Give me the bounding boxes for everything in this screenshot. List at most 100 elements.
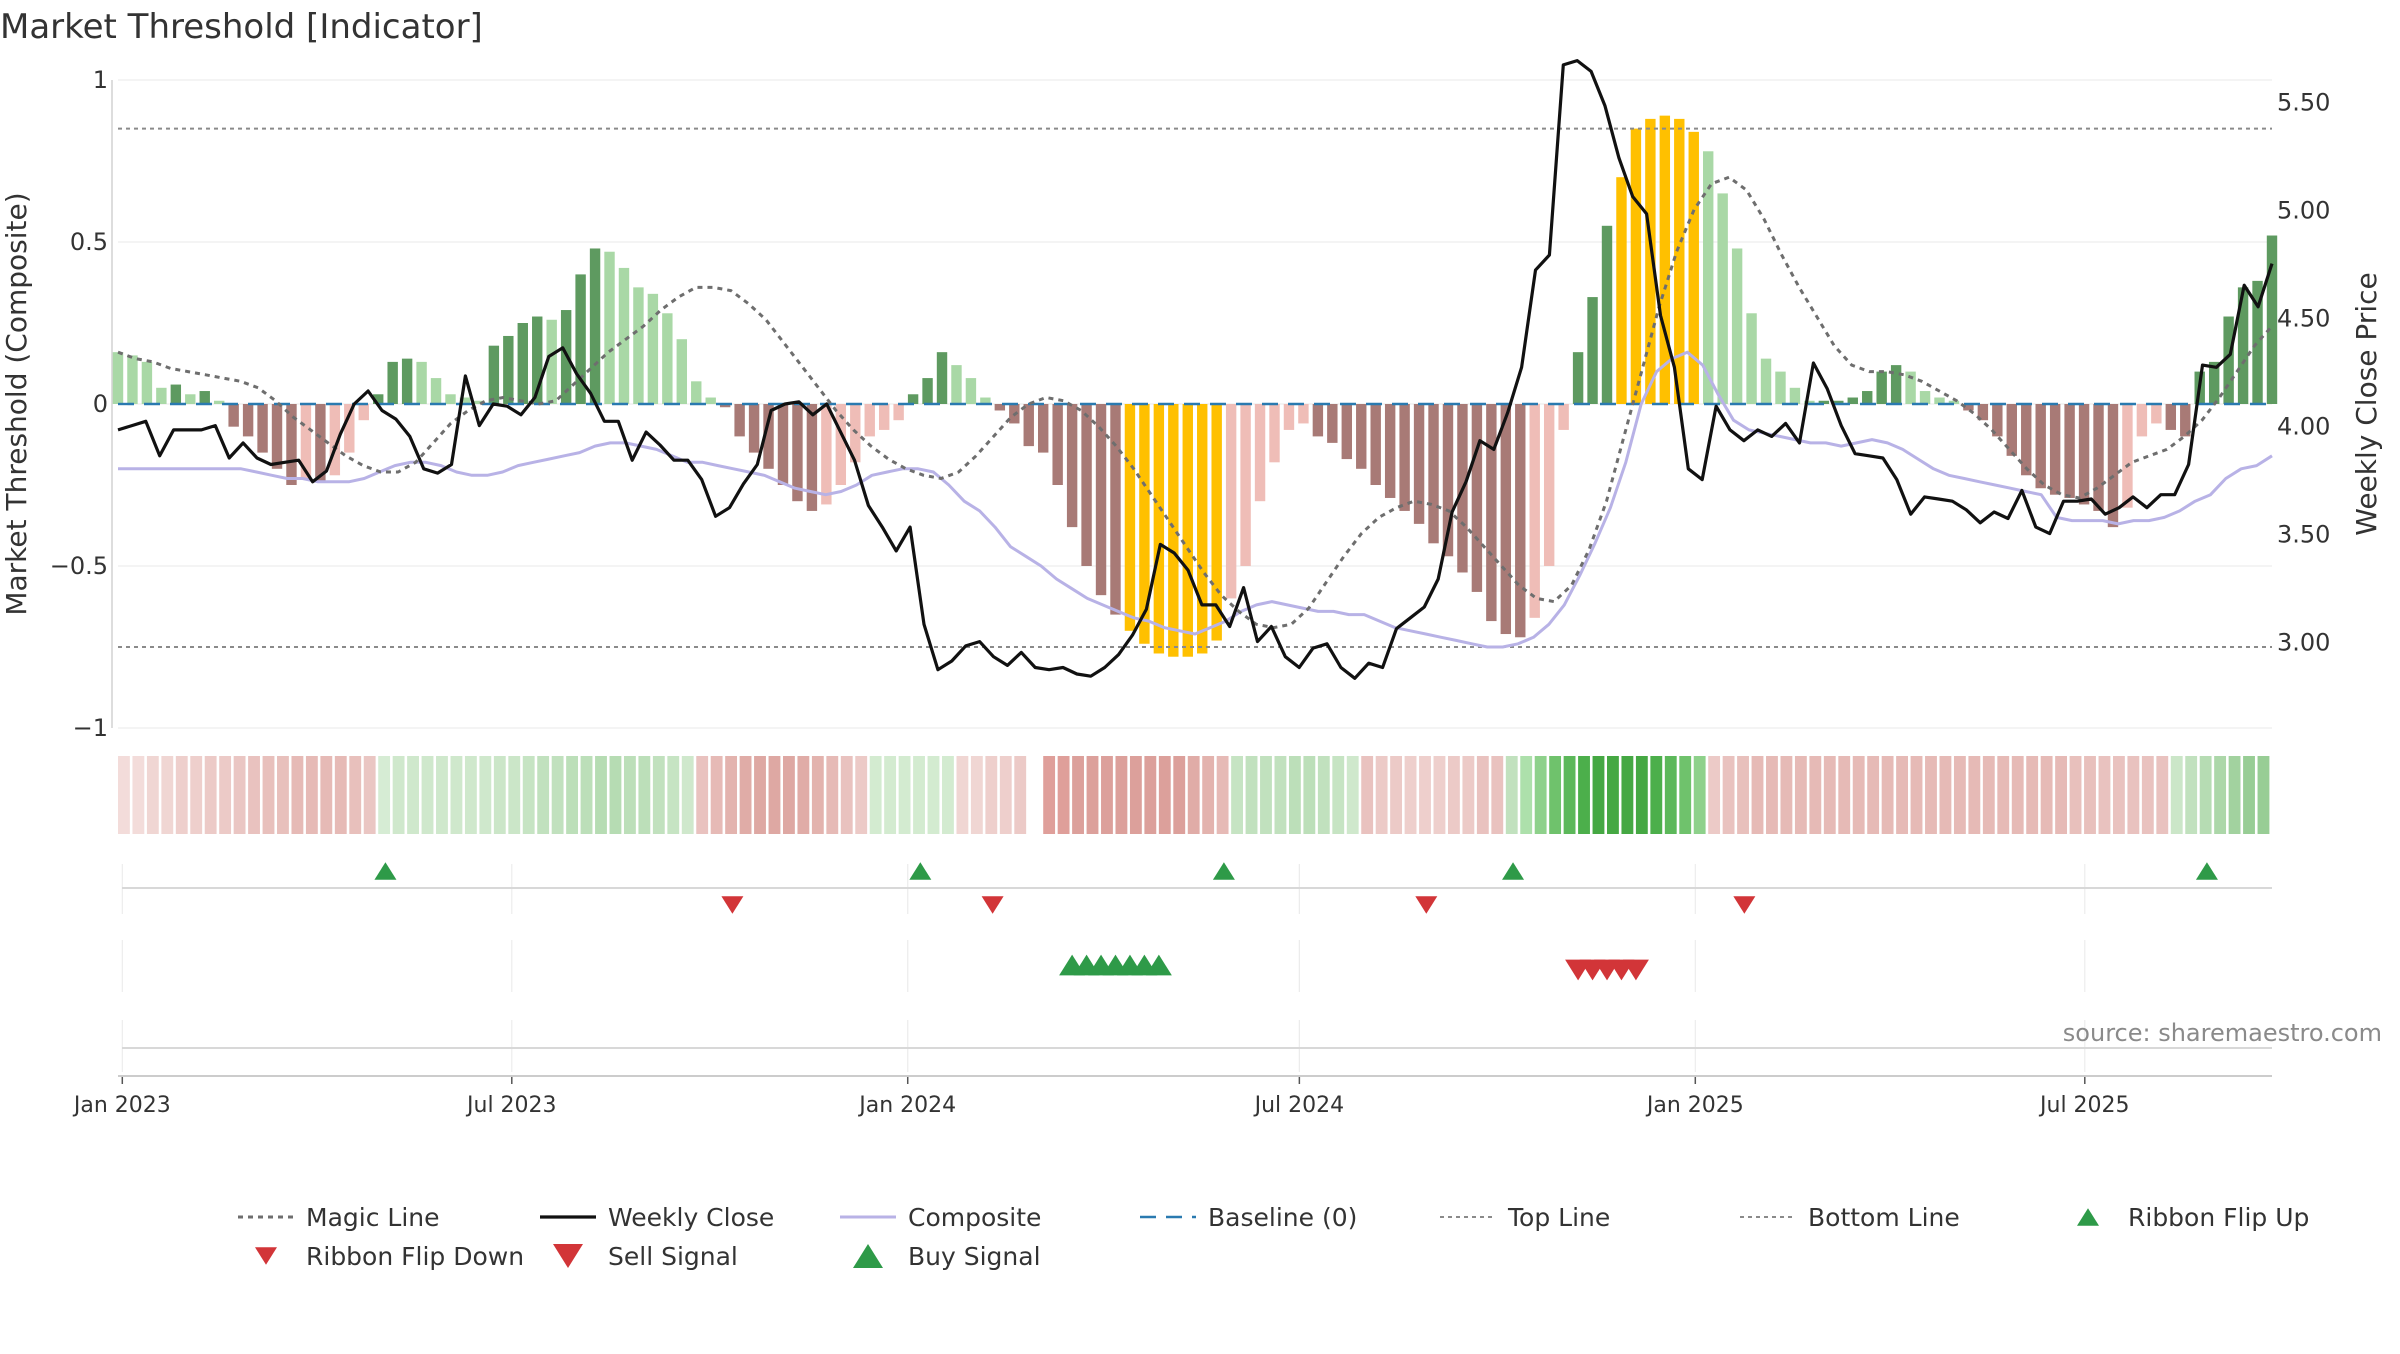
composite-bar (199, 391, 210, 404)
legend-label: Weekly Close (608, 1203, 774, 1232)
ribbon-cell (1245, 756, 1258, 834)
ribbon-cell (1505, 756, 1518, 834)
ribbon-cell (1693, 756, 1706, 834)
composite-bar (1384, 404, 1396, 498)
composite-bar (2165, 404, 2177, 430)
ribbon-cell (1173, 756, 1186, 834)
legend-label: Composite (908, 1203, 1041, 1232)
ribbon-cell (132, 756, 145, 834)
left-tick-label: 0 (93, 390, 108, 418)
composite-bar (1486, 404, 1497, 622)
ribbon-cell (349, 756, 362, 834)
ribbon-cell (1635, 756, 1648, 834)
composite-bar (2151, 404, 2162, 424)
x-tick-label: Jan 2024 (857, 1093, 956, 1118)
composite-bar (1963, 404, 1974, 411)
composite-bar (1341, 404, 1352, 460)
composite-bar (1182, 404, 1193, 657)
composite-bar (676, 339, 688, 404)
ribbon-cell (667, 756, 680, 834)
ribbon-cell (1968, 756, 1981, 834)
composite-bar (416, 361, 427, 404)
right-tick-label: 4.50 (2277, 305, 2330, 333)
composite-bar (922, 378, 933, 404)
ribbon-cell (204, 756, 217, 834)
ribbon-cell (305, 756, 318, 834)
ribbon-cell (1274, 756, 1287, 834)
composite-bar (1905, 371, 1916, 404)
composite-bar (2064, 404, 2075, 498)
ribbon-cell (1809, 756, 1822, 834)
ribbon-cell (638, 756, 651, 834)
ribbon-cell (407, 756, 419, 834)
legend-label: Magic Line (306, 1203, 440, 1232)
ribbon-cell (2141, 756, 2154, 834)
ribbon-cell (1708, 756, 1721, 834)
composite-bar (1717, 193, 1728, 404)
ribbon-cell (1679, 756, 1692, 834)
composite-bar (1529, 404, 1540, 618)
composite-bar (474, 400, 485, 404)
composite-bar (1124, 404, 1136, 631)
composite-bar (242, 404, 254, 437)
ribbon-cell (378, 756, 391, 834)
ribbon-cell (146, 756, 159, 834)
right-tick-label: 4.00 (2277, 413, 2330, 441)
ribbon-cell (1202, 756, 1215, 834)
composite-bar (2006, 404, 2017, 456)
composite-bar (1023, 404, 1034, 447)
ribbon-cell (161, 756, 174, 834)
ribbon-cell (1057, 756, 1070, 834)
source-note: source: sharemaestro.com (2063, 1019, 2382, 1047)
composite-bar (271, 404, 283, 469)
ribbon-cell (999, 756, 1012, 834)
ribbon-cell (2026, 756, 2039, 834)
ribbon-cell (479, 756, 492, 834)
composite-bar (1992, 404, 2003, 437)
composite-bar (589, 248, 601, 404)
composite-bar (2180, 404, 2191, 437)
ribbon-cell (1534, 756, 1547, 834)
composite-bar (2107, 404, 2119, 528)
composite-bar (373, 394, 384, 404)
composite-bar (1095, 404, 1107, 596)
ribbon-cell (1592, 756, 1605, 834)
ribbon-cell (1101, 756, 1113, 834)
composite-bar (1601, 225, 1613, 404)
ribbon-cell (826, 756, 839, 834)
composite-bar (1211, 404, 1222, 641)
ribbon-cell (768, 756, 781, 834)
composite-bar (763, 404, 774, 469)
composite-bar (213, 400, 225, 404)
ribbon-cell (392, 756, 405, 834)
ribbon-cell (1737, 756, 1749, 834)
ribbon-cell (421, 756, 434, 834)
composite-bar (806, 404, 818, 511)
x-tick-label: Jan 2023 (72, 1093, 171, 1118)
ribbon-cell (1447, 756, 1460, 834)
composite-bar (864, 404, 875, 437)
composite-bar (1110, 404, 1121, 615)
ribbon-cell (233, 756, 246, 834)
composite-bar (2223, 316, 2234, 404)
ribbon-cell (725, 756, 738, 834)
composite-bar (532, 316, 543, 404)
ribbon-cell (1520, 756, 1533, 834)
ribbon-cell (190, 756, 203, 834)
composite-bar (300, 404, 312, 479)
ribbon-cell (2084, 756, 2096, 834)
composite-bar (1746, 313, 1757, 404)
composite-bar (156, 387, 167, 404)
composite-bar (1225, 404, 1237, 599)
composite-bar (907, 394, 919, 404)
right-axis-title: Weekly Close Price (2350, 272, 2383, 535)
composite-bar (1153, 404, 1165, 654)
composite-bar (2266, 235, 2278, 404)
ribbon-cell (754, 756, 766, 834)
composite-bar (1789, 387, 1801, 404)
ribbon-cell (1028, 756, 1041, 834)
ribbon-cell (1910, 756, 1923, 834)
composite-bar (358, 404, 369, 421)
composite-bar (1327, 404, 1338, 443)
composite-bar (315, 404, 326, 482)
